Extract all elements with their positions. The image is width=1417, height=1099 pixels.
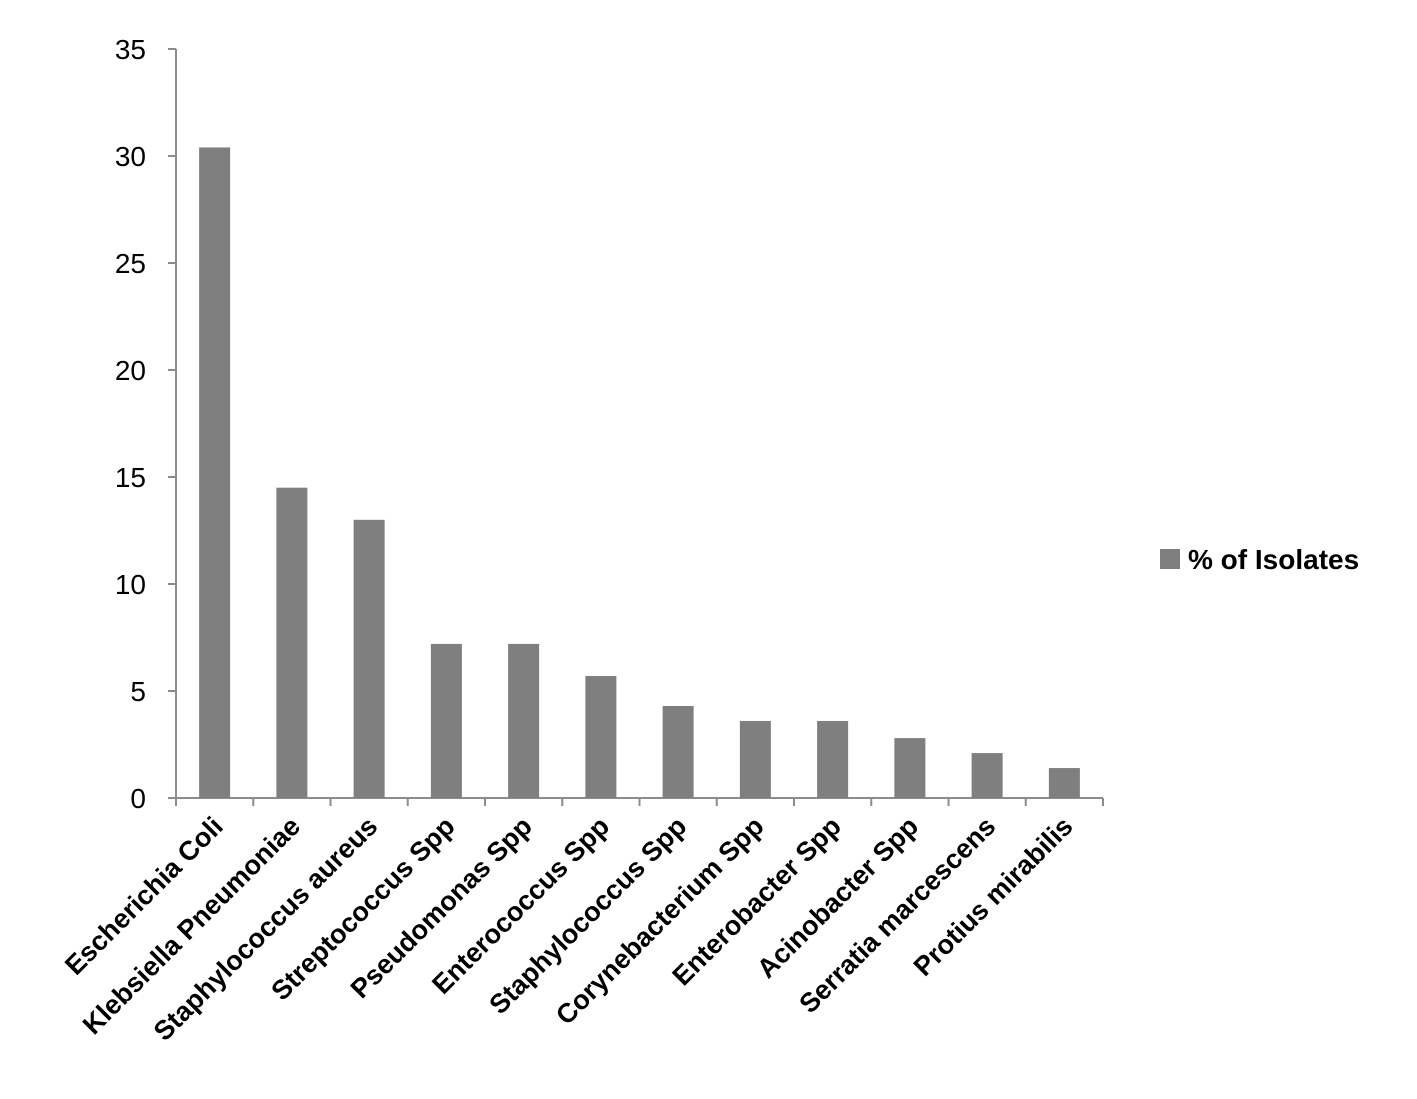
- legend: % of Isolates: [1160, 544, 1359, 575]
- bar: [430, 643, 462, 798]
- y-tick-label: 20: [115, 355, 146, 386]
- y-axis: 0 5 10 15 20 25 30 35: [115, 34, 177, 814]
- bar: [739, 720, 771, 798]
- bar: [199, 147, 231, 798]
- y-tick-label: 15: [115, 462, 146, 493]
- bar: [971, 753, 1003, 798]
- legend-label: % of Isolates: [1188, 544, 1359, 575]
- y-tick-label: 35: [115, 34, 146, 65]
- y-axis-ticks: 0 5 10 15 20 25 30 35: [115, 34, 176, 814]
- x-axis-ticks: [175, 798, 1104, 806]
- legend-swatch: [1160, 549, 1180, 569]
- bar: [353, 519, 385, 798]
- bar: [894, 738, 926, 798]
- y-tick-label: 5: [130, 676, 146, 707]
- bar-series: [199, 147, 1080, 798]
- bar: [276, 487, 308, 798]
- bar: [817, 720, 849, 798]
- bar: [1048, 768, 1080, 798]
- y-tick-label: 30: [115, 141, 146, 172]
- y-tick-label: 25: [115, 248, 146, 279]
- y-tick-label: 10: [115, 569, 146, 600]
- bar: [662, 705, 694, 798]
- bar: [585, 676, 617, 798]
- y-tick-label: 0: [130, 783, 146, 814]
- x-axis: [175, 797, 1104, 806]
- bar: [508, 643, 540, 798]
